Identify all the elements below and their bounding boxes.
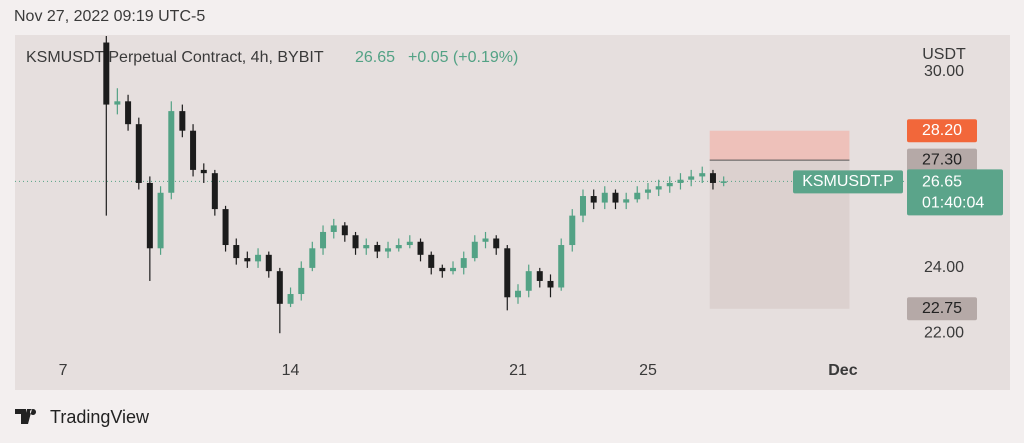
- stop-label: 28.20: [922, 122, 962, 139]
- candle-body: [406, 241, 413, 246]
- candle-body: [460, 258, 467, 268]
- target-box: [907, 297, 977, 321]
- candle-body: [233, 245, 240, 259]
- candle-body: [515, 290, 522, 298]
- candle-body: [709, 173, 716, 183]
- y-tick-label: 30.00: [924, 63, 964, 80]
- y-axis-label: USDT: [922, 46, 966, 63]
- candle-body: [666, 182, 673, 187]
- candle-body: [320, 231, 327, 249]
- candle-body: [450, 267, 457, 272]
- candle-body: [547, 280, 554, 288]
- target-label: 22.75: [922, 300, 962, 317]
- legend-change: +0.05 (+0.19%): [408, 49, 518, 66]
- candle-body: [168, 111, 175, 193]
- candle-body: [211, 173, 218, 210]
- candle-body: [363, 245, 370, 249]
- candle-body: [493, 238, 500, 249]
- candle-body: [720, 181, 727, 183]
- candle-body: [309, 248, 316, 268]
- candle-body: [103, 42, 110, 105]
- symbol-tag-box: [793, 170, 903, 194]
- candle-body: [601, 192, 608, 203]
- candle-body: [265, 254, 272, 272]
- candle-body: [644, 189, 651, 193]
- candle-body: [590, 196, 597, 203]
- countdown: 01:40:04: [922, 195, 984, 212]
- x-tick-label: 7: [59, 362, 68, 379]
- candle-body: [395, 245, 402, 249]
- candle-body: [536, 271, 543, 281]
- candle-body: [569, 215, 576, 246]
- candle-body: [330, 225, 337, 232]
- candle-body: [222, 209, 229, 246]
- x-tick-label: Dec: [828, 362, 857, 379]
- candle-body: [157, 192, 164, 249]
- chart-panel: [15, 35, 1010, 390]
- candle-body: [623, 199, 630, 203]
- stop-zone: [709, 130, 850, 161]
- candle-body: [179, 111, 186, 131]
- candle-body: [125, 101, 132, 125]
- candle-body: [287, 294, 294, 304]
- stop-box: [907, 119, 977, 143]
- symbol-tag: KSMUSDT.P: [802, 173, 894, 190]
- candle-body: [655, 186, 662, 190]
- price-box: [907, 169, 1003, 216]
- price-label: 26.65: [922, 174, 962, 191]
- timestamp: Nov 27, 2022 09:19 UTC-5: [14, 8, 205, 25]
- brand: TradingView: [50, 407, 150, 427]
- candle-body: [525, 271, 532, 291]
- candle-body: [298, 267, 305, 295]
- candle-body: [612, 192, 619, 203]
- x-tick-label: 25: [639, 362, 657, 379]
- candle-body: [677, 179, 684, 183]
- entry-label: 27.30: [922, 151, 962, 168]
- candle-body: [385, 248, 392, 252]
- candle-body: [374, 245, 381, 252]
- candle-body: [428, 254, 435, 268]
- candle-body: [244, 258, 251, 262]
- x-tick-label: 21: [509, 362, 527, 379]
- candle-body: [200, 169, 207, 174]
- candle-body: [471, 241, 478, 259]
- candle-body: [482, 238, 489, 242]
- candle-body: [634, 192, 641, 200]
- candle-body: [352, 235, 359, 249]
- candle-body: [579, 196, 586, 216]
- candle-body: [504, 248, 511, 298]
- entry-box: [907, 148, 977, 172]
- chart-title: KSMUSDT Perpetual Contract, 4h, BYBIT: [26, 49, 324, 66]
- logo-icon: [15, 409, 37, 424]
- candle-body: [146, 182, 153, 249]
- candle-body: [135, 124, 142, 183]
- candle-body: [114, 101, 121, 105]
- candle-body: [190, 130, 197, 170]
- candle-body: [558, 245, 565, 288]
- candle-body: [276, 271, 283, 304]
- candle-body: [341, 225, 348, 236]
- candle-body: [699, 173, 706, 177]
- candle-body: [417, 241, 424, 255]
- candle-body: [255, 254, 262, 262]
- candle-body: [439, 267, 446, 272]
- y-tick-label: 22.00: [924, 324, 964, 341]
- candle-body: [688, 176, 695, 180]
- tradingview-logo: [15, 409, 37, 424]
- x-tick-label: 14: [282, 362, 300, 379]
- legend-price: 26.65: [355, 49, 395, 66]
- y-tick-label: 24.00: [924, 259, 964, 276]
